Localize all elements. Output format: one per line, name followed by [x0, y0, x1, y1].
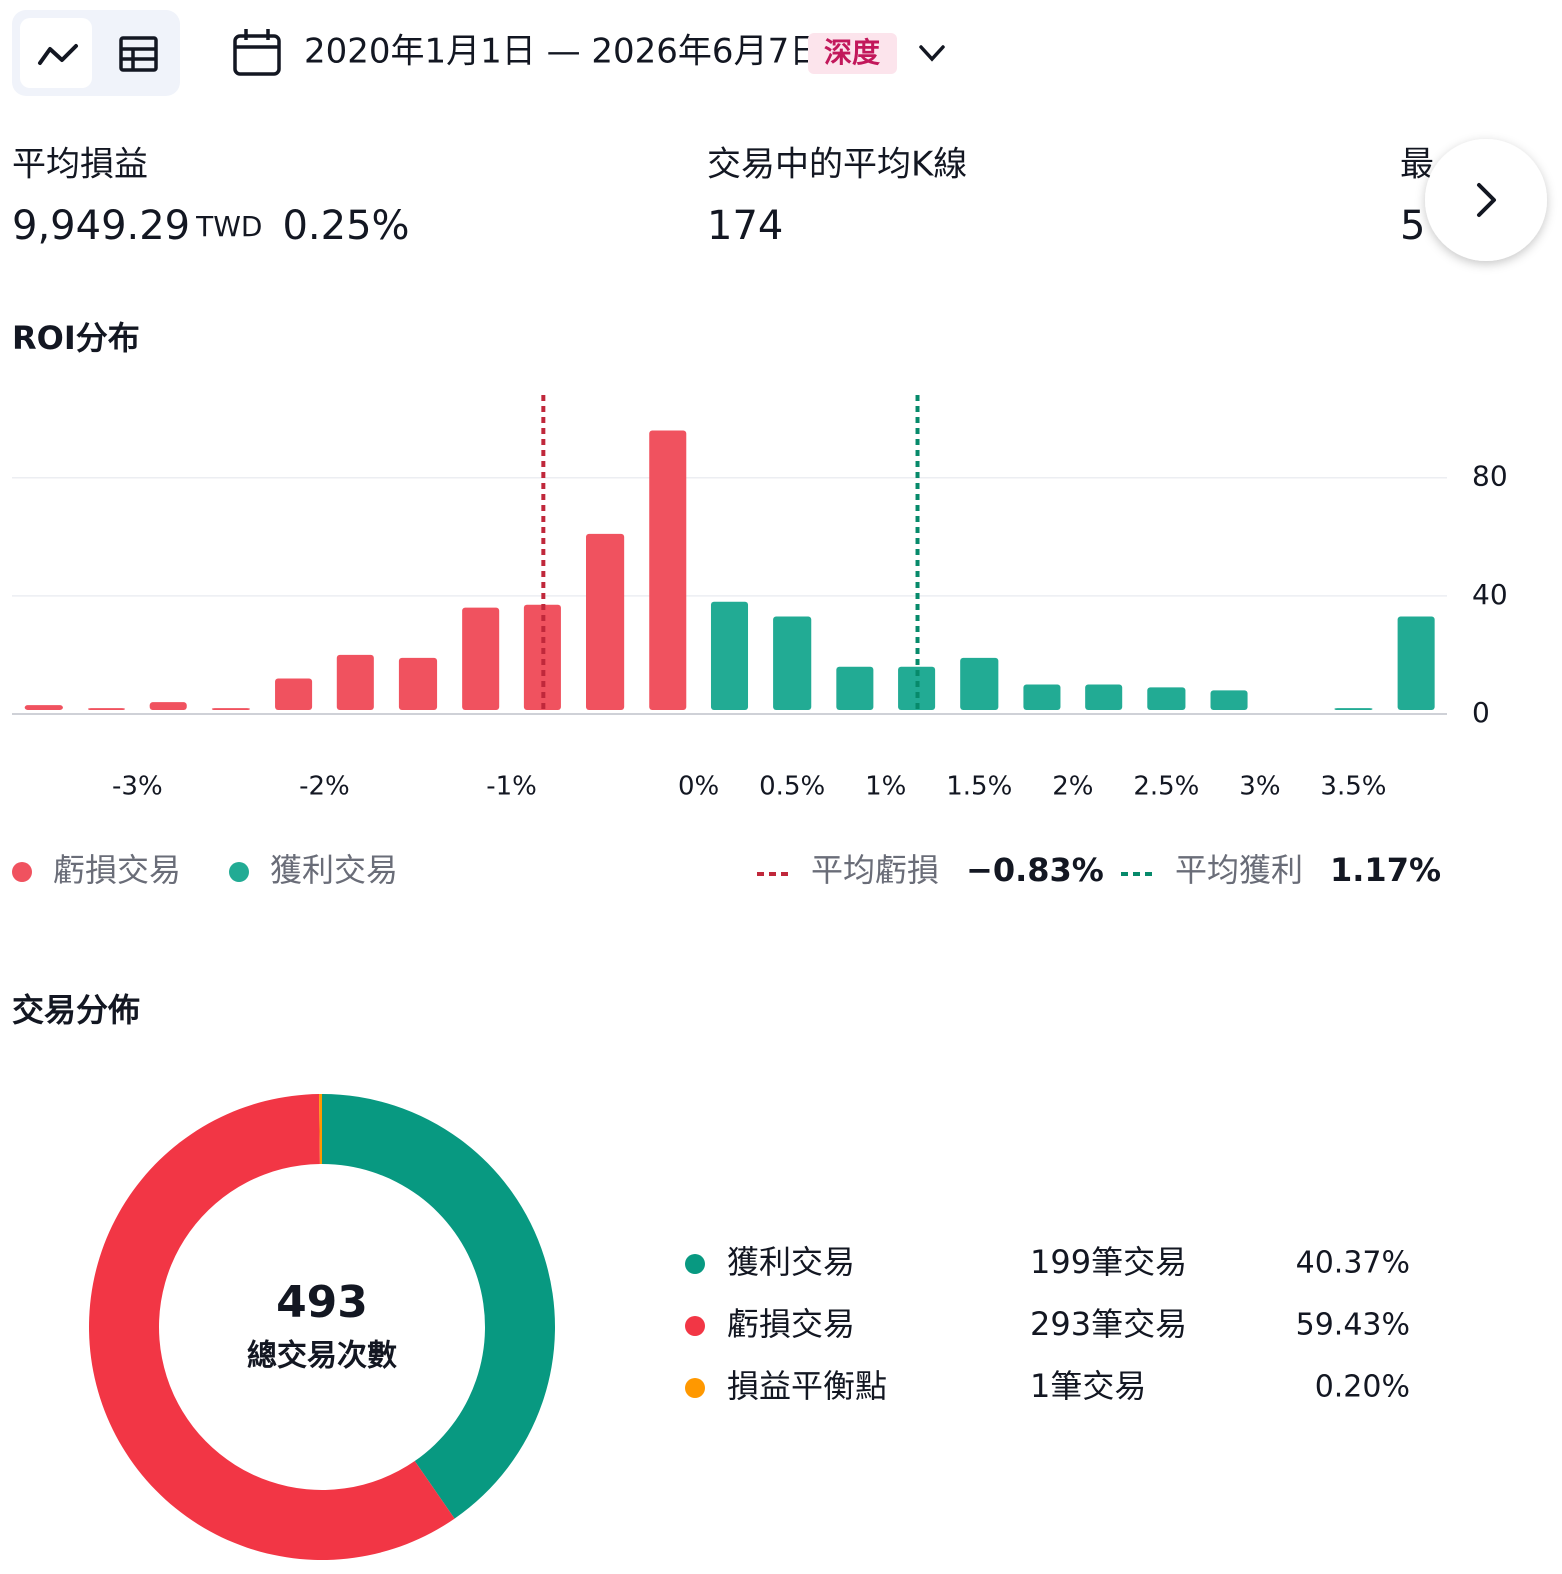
x-tick-label: -1% — [486, 772, 537, 802]
date-range[interactable]: 2020年1月1日 — 2026年6月7日 — [304, 32, 823, 72]
bar — [586, 533, 625, 710]
legend-dot — [685, 1254, 705, 1274]
legend-dot — [229, 862, 249, 882]
bar — [211, 708, 250, 710]
bar — [1210, 690, 1248, 710]
x-tick-label: 2% — [1052, 772, 1093, 802]
legend-share: 59.43% — [1296, 1308, 1410, 1343]
legend-dot — [12, 862, 32, 882]
legend-dot — [685, 1316, 705, 1336]
stat-unit: TWD — [195, 210, 262, 243]
x-tick-label: 3.5% — [1320, 772, 1386, 802]
donut-slice — [89, 1094, 455, 1560]
donut-slice — [319, 1094, 322, 1165]
x-tick-label: 0% — [678, 772, 719, 802]
legend-count: 199筆交易 — [1030, 1243, 1187, 1281]
bar — [1397, 616, 1435, 710]
x-tick-label: -2% — [299, 772, 350, 802]
bar — [398, 657, 438, 710]
bar — [462, 607, 500, 710]
bar — [1147, 687, 1186, 710]
y-tick-label: 40 — [1472, 578, 1508, 611]
donut-caption: 總交易次數 — [247, 1339, 397, 1374]
table-icon — [119, 36, 158, 72]
legend-label: 平均虧損 — [811, 851, 939, 889]
stat-value: 9,949.29 TWD 0.25% — [12, 203, 410, 249]
x-tick-label: 0.5% — [759, 772, 825, 802]
legend-share: 0.20% — [1315, 1370, 1410, 1405]
bar — [1085, 684, 1123, 710]
donut-slice — [322, 1094, 555, 1519]
stat-number: 9,949.29 — [12, 203, 190, 249]
chart-icon — [38, 44, 78, 65]
x-tick-label: 3% — [1239, 772, 1280, 802]
stat-label: 平均損益 — [12, 145, 148, 185]
stat-percent: 0.25% — [282, 203, 409, 249]
bar — [710, 601, 749, 710]
bar — [1334, 708, 1373, 710]
x-tick-label: 1.5% — [946, 772, 1012, 802]
bar — [149, 702, 187, 710]
table-view-button[interactable] — [119, 36, 158, 72]
chevron-icon — [1477, 183, 1496, 217]
legend-label: 虧損交易 — [727, 1305, 855, 1343]
stat-value: 5 — [1400, 203, 1425, 249]
bar — [87, 708, 126, 710]
x-tick-label: 2.5% — [1133, 772, 1199, 802]
badge: 深度 — [824, 36, 880, 69]
legend-value: −0.83% — [966, 851, 1104, 889]
legend-count: 293筆交易 — [1030, 1305, 1187, 1343]
bar — [275, 678, 313, 710]
badge-bg — [808, 33, 897, 74]
bar — [523, 604, 561, 710]
bar — [960, 657, 999, 710]
stat-value: 174 — [707, 203, 783, 249]
legend-label: 獲利交易 — [727, 1243, 855, 1281]
bar — [649, 430, 687, 710]
calendar-body — [233, 34, 281, 76]
bar — [1023, 684, 1061, 710]
bar — [836, 666, 874, 710]
x-tick-label: -3% — [112, 772, 163, 802]
bar — [773, 616, 812, 710]
legend-label: 獲利交易 — [270, 851, 398, 889]
scroll-right-button[interactable] — [1425, 139, 1547, 261]
dropdown-icon[interactable] — [919, 45, 945, 62]
y-tick-label: 0 — [1472, 696, 1490, 729]
legend-dot — [685, 1378, 705, 1398]
bar — [24, 705, 63, 710]
section-title: 交易分佈 — [12, 991, 140, 1029]
x-tick-label: 1% — [865, 772, 906, 802]
donut-total: 493 — [276, 1277, 368, 1328]
calendar-icon[interactable] — [233, 29, 281, 76]
bar — [898, 666, 936, 710]
stat-label: 最 — [1400, 145, 1434, 185]
legend-label: 虧損交易 — [53, 851, 181, 889]
section-title: ROI分布 — [12, 319, 140, 357]
y-tick-label: 80 — [1472, 460, 1508, 493]
stat-label: 交易中的平均K線 — [707, 145, 967, 185]
legend-value: 1.17% — [1330, 851, 1441, 889]
legend-label: 損益平衡點 — [727, 1367, 887, 1405]
legend-share: 40.37% — [1296, 1246, 1410, 1281]
legend-label: 平均獲利 — [1175, 851, 1303, 889]
bar — [336, 654, 374, 710]
legend-count: 1筆交易 — [1030, 1367, 1146, 1405]
